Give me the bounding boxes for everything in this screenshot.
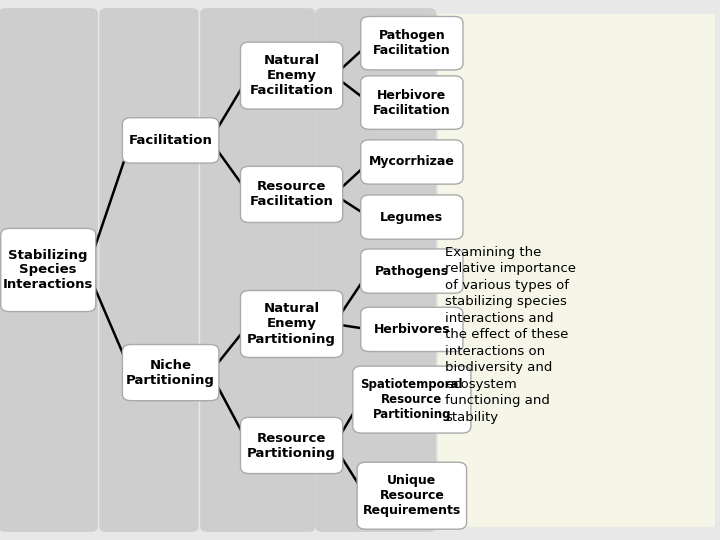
Text: Resource
Partitioning: Resource Partitioning	[247, 431, 336, 460]
FancyBboxPatch shape	[361, 16, 463, 70]
FancyBboxPatch shape	[361, 307, 463, 352]
Text: Herbivore
Facilitation: Herbivore Facilitation	[373, 89, 451, 117]
Text: Legumes: Legumes	[380, 211, 444, 224]
FancyBboxPatch shape	[99, 8, 199, 532]
FancyBboxPatch shape	[122, 118, 219, 163]
FancyBboxPatch shape	[357, 462, 467, 529]
FancyBboxPatch shape	[0, 8, 98, 532]
Text: Niche
Partitioning: Niche Partitioning	[126, 359, 215, 387]
Text: Examining the
relative importance
of various types of
stabilizing species
intera: Examining the relative importance of var…	[445, 246, 576, 424]
FancyBboxPatch shape	[240, 291, 343, 357]
FancyBboxPatch shape	[438, 14, 715, 526]
FancyBboxPatch shape	[353, 366, 471, 433]
Text: Facilitation: Facilitation	[129, 134, 212, 147]
Text: Natural
Enemy
Facilitation: Natural Enemy Facilitation	[250, 54, 333, 97]
FancyBboxPatch shape	[361, 140, 463, 184]
Text: Unique
Resource
Requirements: Unique Resource Requirements	[363, 474, 461, 517]
FancyBboxPatch shape	[315, 8, 436, 532]
FancyBboxPatch shape	[240, 417, 343, 474]
Text: Spatiotemporal
Resource
Partitioning: Spatiotemporal Resource Partitioning	[361, 378, 463, 421]
FancyBboxPatch shape	[240, 42, 343, 109]
FancyBboxPatch shape	[361, 76, 463, 129]
Text: Resource
Facilitation: Resource Facilitation	[250, 180, 333, 208]
FancyBboxPatch shape	[361, 249, 463, 293]
FancyBboxPatch shape	[240, 166, 343, 222]
Text: Pathogens: Pathogens	[375, 265, 449, 278]
Text: Natural
Enemy
Partitioning: Natural Enemy Partitioning	[247, 302, 336, 346]
FancyBboxPatch shape	[122, 345, 219, 401]
FancyBboxPatch shape	[200, 8, 315, 532]
Text: Mycorrhizae: Mycorrhizae	[369, 156, 455, 168]
Text: Pathogen
Facilitation: Pathogen Facilitation	[373, 29, 451, 57]
FancyBboxPatch shape	[361, 195, 463, 239]
Text: Herbivores: Herbivores	[374, 323, 450, 336]
Text: Stabilizing
Species
Interactions: Stabilizing Species Interactions	[3, 248, 94, 292]
FancyBboxPatch shape	[1, 228, 96, 312]
